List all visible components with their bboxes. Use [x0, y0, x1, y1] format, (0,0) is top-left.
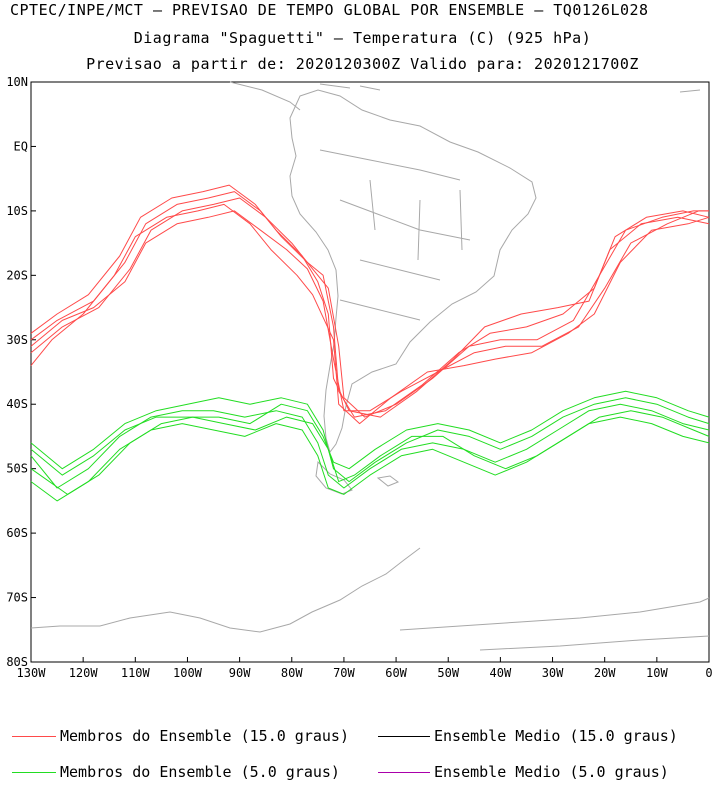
x-tick-label: 90W [229, 666, 251, 680]
country-borders [319, 149, 471, 321]
y-tick-label: 10S [6, 204, 28, 218]
legend-item: Membros do Ensemble (15.0 graus) [12, 727, 349, 745]
south-america-coastline [289, 89, 537, 454]
legend-label: Membros do Ensemble (5.0 graus) [60, 763, 340, 781]
x-tick-label: 100W [173, 666, 203, 680]
legend-swatch [378, 735, 430, 737]
antarctic-peninsula [30, 547, 421, 633]
header-title-line2: Diagrama "Spaguetti" — Temperatura (C) (… [133, 29, 592, 47]
x-tick-label: 30W [542, 666, 564, 680]
y-tick-label: 80S [6, 655, 28, 669]
member-line-15c-5 [30, 210, 709, 412]
legend-label: Ensemble Medio (5.0 graus) [434, 763, 669, 781]
member-line-5c-2 [30, 403, 710, 489]
member-line-5c-5 [30, 416, 710, 502]
x-tick-label: 40W [490, 666, 512, 680]
y-tick-label: EQ [14, 139, 28, 153]
y-tick-label: 70S [6, 591, 28, 605]
legend-label: Ensemble Medio (15.0 graus) [434, 727, 678, 745]
y-tick-label: 20S [6, 268, 28, 282]
member-line-5c-4 [30, 390, 710, 476]
caribbean-islands [319, 83, 701, 93]
legend-item: Ensemble Medio (15.0 graus) [378, 727, 678, 745]
y-tick-label: 30S [6, 333, 28, 347]
member-line-15c-2 [30, 197, 709, 418]
header-title-line3: Previsao a partir de: 2020120300Z Valido… [86, 55, 639, 73]
falkland-islands [376, 475, 400, 487]
map-outline [30, 81, 710, 651]
x-tick-label: 50W [437, 666, 459, 680]
x-tick-label: 10W [646, 666, 668, 680]
header-title-line1: CPTEC/INPE/MCT — PREVISAO DE TEMPO GLOBA… [10, 1, 649, 19]
x-tick-label: 130W [17, 666, 47, 680]
x-tick-label: 70W [333, 666, 355, 680]
member-line-5c-1 [30, 397, 710, 483]
x-tick-label: 80W [281, 666, 303, 680]
legend-item: Membros do Ensemble (5.0 graus) [12, 763, 340, 781]
legend-item: Ensemble Medio (5.0 graus) [378, 763, 669, 781]
x-tick-label: 60W [385, 666, 407, 680]
y-tick-label: 10N [6, 75, 28, 89]
x-tick-label: 110W [121, 666, 151, 680]
y-tick-label: 60S [6, 526, 28, 540]
x-tick-label: 0 [705, 666, 712, 680]
antarctica-coast [399, 597, 710, 651]
series-layer [30, 184, 710, 502]
legend-swatch [12, 735, 56, 737]
x-tick-label: 120W [69, 666, 99, 680]
central-america-coastline [229, 81, 301, 111]
legend-swatch [378, 771, 430, 773]
x-tick-label: 20W [594, 666, 616, 680]
x-axis: 130W 120W 110W 100W 90W 80W 70W 60W 50W 40W 30W 20W… [17, 657, 713, 680]
plot-frame [30, 81, 710, 663]
legend-label: Membros do Ensemble (15.0 graus) [60, 727, 349, 745]
y-tick-label: 40S [6, 397, 28, 411]
legend-swatch [12, 771, 56, 773]
member-line-5c-3 [30, 410, 710, 495]
y-axis: 10N EQ 10S 20S 30S 40S 50S 60S 70S 80S [6, 75, 36, 669]
y-tick-label: 50S [6, 462, 28, 476]
